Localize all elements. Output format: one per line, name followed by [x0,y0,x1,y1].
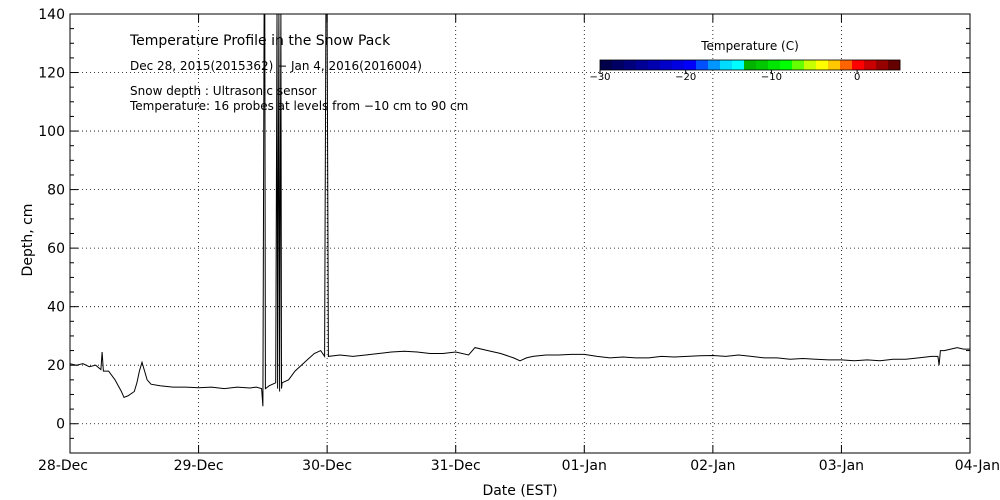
x-tick-label-7: 04-Jan [955,458,1000,474]
colorbar-segment-3 [636,60,649,70]
colorbar-tick-label-0: −30 [589,72,610,83]
y-tick-label-2: 40 [47,300,65,316]
colorbar-segment-20 [840,60,853,70]
y-tick-label-5: 100 [38,124,65,140]
x-tick-label-4: 01-Jan [562,458,607,474]
y-tick-label-0: 0 [56,417,65,433]
x-tick-label-3: 31-Dec [431,458,481,474]
y-tick-label-7: 140 [38,7,65,23]
colorbar-segment-1 [612,60,625,70]
colorbar-segment-11 [732,60,745,70]
series-line-0 [69,13,970,407]
colorbar-segment-10 [720,60,733,70]
colorbar-segment-6 [672,60,685,70]
colorbar-tick-label-2: −10 [761,72,782,83]
colorbar-segment-2 [624,60,637,70]
y-axis-label: Depth, cm [20,204,36,277]
colorbar-segment-8 [696,60,709,70]
annotation-depth-sensor: Snow depth : Ultrasonic sensor [130,84,317,98]
annotation-probes: Temperature: 16 probes at levels from −1… [129,99,468,113]
colorbar-segment-16 [792,60,805,70]
colorbar-frame [599,59,901,71]
colorbar-segment-23 [876,60,889,70]
y-tick-label-6: 120 [38,66,65,82]
colorbar-title: Temperature (C) [700,39,799,53]
data-layer [69,13,970,407]
colorbar-segment-21 [852,60,865,70]
x-tick-label-2: 30-Dec [302,458,352,474]
x-tick-label-1: 29-Dec [174,458,224,474]
colorbar-segment-12 [744,60,757,70]
chart-subtitle: Dec 28, 2015(2015362) − Jan 4, 2016(2016… [130,59,422,73]
colorbar-segment-5 [660,60,673,70]
colorbar-segment-15 [780,60,793,70]
colorbar-segment-7 [684,60,697,70]
colorbar: Temperature (C) −30 −20 −10 0 [589,39,901,83]
axes: 28-Dec 29-Dec 30-Dec 31-Dec 01-Jan 02-Jan 03-J… [38,7,1000,474]
colorbar-segment-17 [804,60,817,70]
colorbar-segment-22 [864,60,877,70]
x-tick-label-5: 02-Jan [690,458,735,474]
colorbar-segment-9 [708,60,721,70]
colorbar-tick-label-1: −20 [675,72,696,83]
x-axis-label: Date (EST) [482,483,557,499]
x-tick-label-6: 03-Jan [819,458,864,474]
colorbar-segment-19 [828,60,841,70]
colorbar-segment-24 [888,60,901,70]
y-tick-label-3: 60 [47,241,65,257]
colorbar-segment-14 [768,60,781,70]
y-tick-label-1: 20 [47,358,65,374]
colorbar-segment-18 [816,60,829,70]
x-tick-label-0: 28-Dec [38,458,88,474]
y-tick-label-4: 80 [47,183,65,199]
colorbar-segment-0 [600,60,613,70]
colorbar-tick-label-3: 0 [854,72,860,83]
colorbar-segment-4 [648,60,661,70]
colorbar-segment-13 [756,60,769,70]
chart-title: Temperature Profile in the Snow Pack [129,33,391,49]
